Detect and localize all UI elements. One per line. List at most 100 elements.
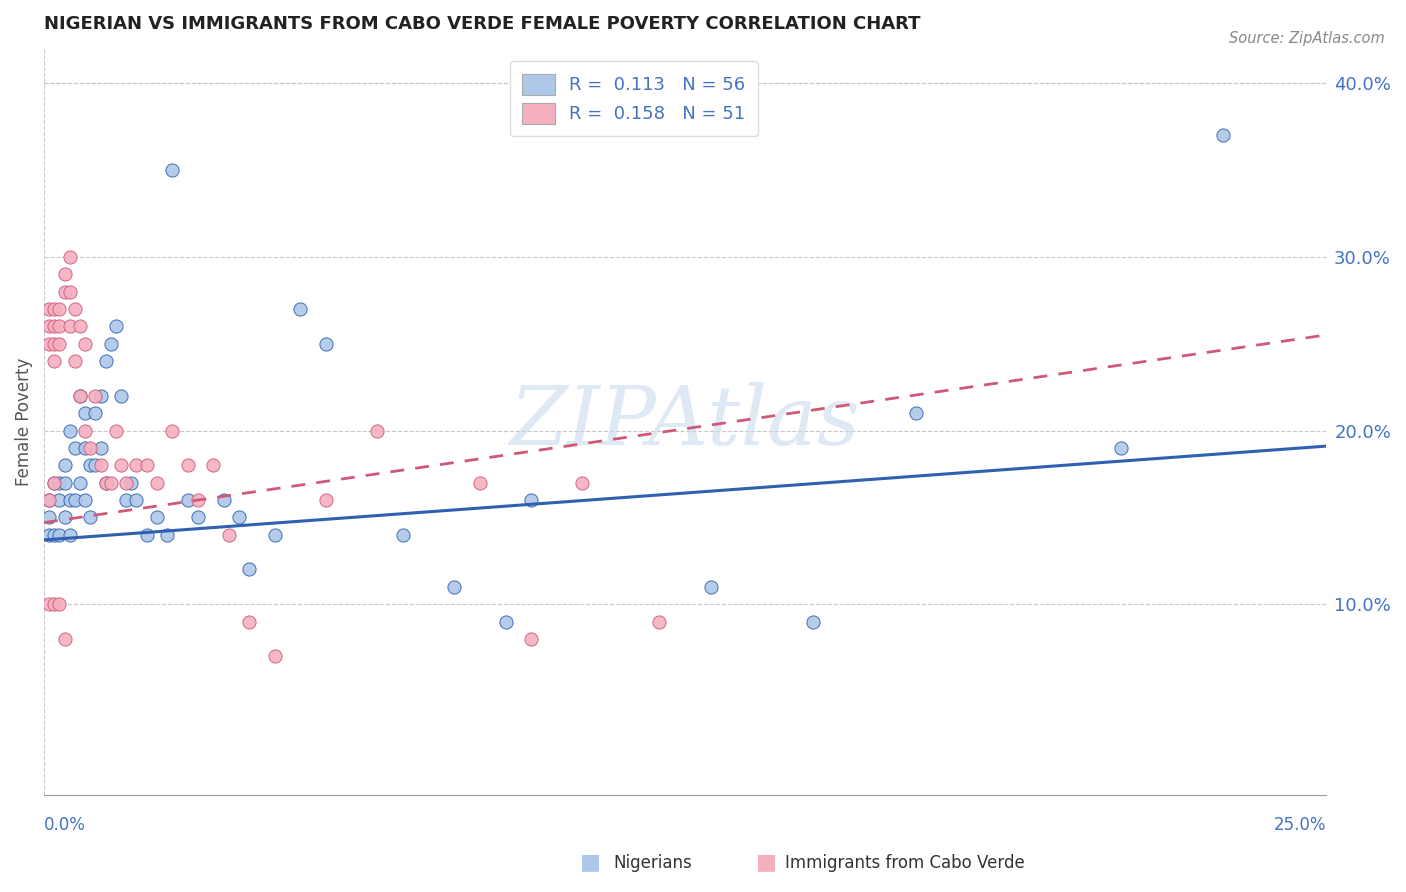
Point — [48, 336, 70, 351]
Point — [904, 406, 927, 420]
Point — [63, 301, 86, 316]
Point — [263, 649, 285, 664]
Point — [79, 458, 101, 473]
Point — [146, 475, 169, 490]
Point — [115, 475, 138, 490]
Point — [84, 389, 107, 403]
Point — [38, 527, 60, 541]
Point — [392, 527, 415, 541]
Point — [520, 493, 543, 508]
Point — [699, 580, 721, 594]
Point — [53, 510, 76, 524]
Point — [48, 319, 70, 334]
Point — [75, 493, 97, 508]
Point — [59, 285, 82, 299]
Text: Source: ZipAtlas.com: Source: ZipAtlas.com — [1229, 31, 1385, 46]
Point — [38, 597, 60, 611]
Point — [366, 424, 388, 438]
Point — [315, 493, 337, 508]
Point — [79, 441, 101, 455]
Point — [84, 406, 107, 420]
Point — [125, 493, 148, 508]
Point — [162, 163, 184, 178]
Point — [59, 319, 82, 334]
Point — [495, 615, 517, 629]
Point — [100, 475, 122, 490]
Point — [801, 615, 824, 629]
Text: Nigerians: Nigerians — [613, 854, 692, 871]
Text: 25.0%: 25.0% — [1274, 816, 1326, 834]
Text: ■: ■ — [581, 853, 600, 872]
Point — [38, 301, 60, 316]
Point — [110, 389, 132, 403]
Point — [187, 493, 209, 508]
Point — [135, 458, 157, 473]
Text: NIGERIAN VS IMMIGRANTS FROM CABO VERDE FEMALE POVERTY CORRELATION CHART: NIGERIAN VS IMMIGRANTS FROM CABO VERDE F… — [44, 15, 921, 33]
Point — [79, 510, 101, 524]
Point — [53, 475, 76, 490]
Point — [44, 301, 66, 316]
Point — [162, 424, 184, 438]
Legend: R =  0.113   N = 56, R =  0.158   N = 51: R = 0.113 N = 56, R = 0.158 N = 51 — [509, 62, 758, 136]
Point — [146, 510, 169, 524]
Point — [1109, 441, 1132, 455]
Point — [53, 267, 76, 281]
Point — [89, 458, 111, 473]
Text: 0.0%: 0.0% — [44, 816, 86, 834]
Text: ■: ■ — [756, 853, 776, 872]
Point — [84, 458, 107, 473]
Point — [44, 475, 66, 490]
Point — [69, 389, 91, 403]
Point — [75, 336, 97, 351]
Point — [75, 441, 97, 455]
Point — [468, 475, 491, 490]
Point — [212, 493, 235, 508]
Point — [156, 527, 179, 541]
Point — [520, 632, 543, 646]
Point — [63, 354, 86, 368]
Point — [38, 493, 60, 508]
Point — [187, 510, 209, 524]
Point — [44, 597, 66, 611]
Point — [263, 527, 285, 541]
Point — [176, 458, 198, 473]
Point — [115, 493, 138, 508]
Point — [44, 354, 66, 368]
Point — [89, 441, 111, 455]
Point — [69, 475, 91, 490]
Point — [48, 301, 70, 316]
Point — [38, 510, 60, 524]
Point — [48, 597, 70, 611]
Point — [94, 354, 117, 368]
Point — [110, 458, 132, 473]
Point — [218, 527, 240, 541]
Point — [44, 475, 66, 490]
Point — [202, 458, 225, 473]
Point — [53, 632, 76, 646]
Point — [104, 424, 127, 438]
Y-axis label: Female Poverty: Female Poverty — [15, 358, 32, 486]
Point — [48, 493, 70, 508]
Point — [228, 510, 250, 524]
Point — [59, 250, 82, 264]
Point — [75, 406, 97, 420]
Point — [100, 336, 122, 351]
Point — [48, 527, 70, 541]
Point — [44, 336, 66, 351]
Point — [443, 580, 465, 594]
Text: Immigrants from Cabo Verde: Immigrants from Cabo Verde — [785, 854, 1025, 871]
Point — [44, 319, 66, 334]
Point — [59, 527, 82, 541]
Text: ZIPAtlas: ZIPAtlas — [509, 382, 860, 462]
Point — [120, 475, 142, 490]
Point — [75, 424, 97, 438]
Point — [238, 562, 260, 576]
Point — [94, 475, 117, 490]
Point — [38, 319, 60, 334]
Point — [38, 493, 60, 508]
Point — [69, 319, 91, 334]
Point — [238, 615, 260, 629]
Point — [89, 389, 111, 403]
Point — [135, 527, 157, 541]
Point — [53, 458, 76, 473]
